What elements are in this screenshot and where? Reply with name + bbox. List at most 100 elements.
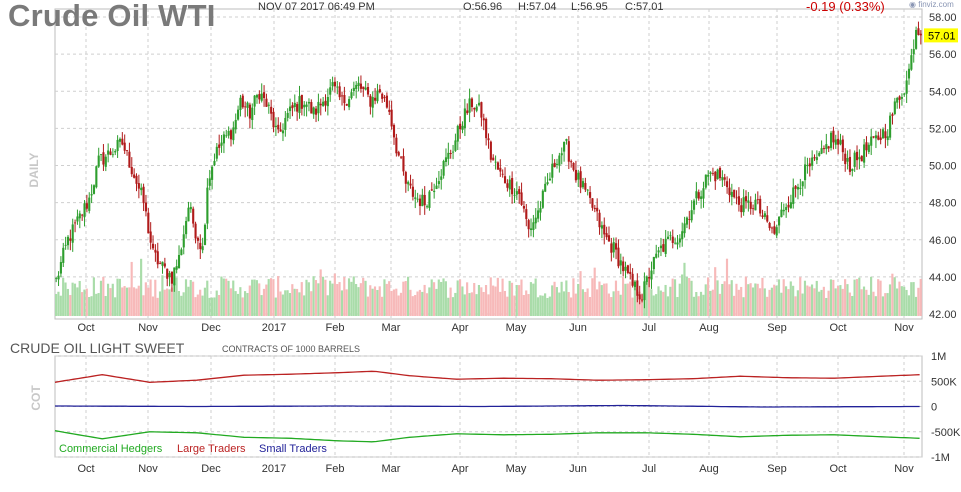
volume-bar — [135, 288, 138, 316]
volume-bar — [525, 290, 528, 316]
candle-body — [759, 198, 762, 214]
candle-body — [855, 151, 859, 161]
volume-bar — [893, 277, 896, 316]
volume-bar — [206, 280, 209, 316]
candle-body — [258, 94, 261, 100]
volume-bar — [803, 280, 807, 316]
candle-body — [881, 129, 885, 139]
candle-body — [591, 198, 594, 208]
volume-bar — [388, 281, 391, 316]
candle-body — [400, 156, 403, 158]
candle-body — [314, 108, 318, 115]
candle-body — [615, 243, 618, 250]
volume-bar — [853, 279, 856, 316]
candle-body — [837, 138, 840, 145]
candle-body — [168, 273, 171, 278]
candle-body — [818, 152, 821, 156]
chart-title: Crude Oil WTI — [8, 0, 216, 33]
candle-body — [541, 190, 544, 208]
cot-x-tick-label: Mar — [382, 463, 401, 475]
volume-bar — [234, 291, 237, 316]
volume-bar — [829, 279, 833, 316]
volume-bar — [118, 278, 121, 316]
candle-body — [251, 107, 254, 121]
volume-bar — [477, 284, 481, 316]
candle-body — [395, 137, 398, 154]
candle-body — [690, 210, 693, 221]
volume-bar — [796, 290, 799, 316]
candle-body — [534, 217, 537, 224]
volume-bar — [794, 296, 797, 316]
candle-body — [473, 107, 476, 110]
candle-body — [121, 138, 124, 145]
x-tick-label: Dec — [201, 322, 221, 334]
volume-bar — [109, 288, 112, 316]
volume-bar — [482, 291, 485, 316]
volume-bar — [709, 290, 712, 316]
candle-body — [655, 253, 658, 258]
candle-body — [870, 136, 873, 146]
candle-body — [600, 225, 603, 229]
candle-body — [744, 196, 748, 202]
candle-body — [688, 219, 691, 220]
candle-body — [664, 238, 667, 254]
volume-bar — [912, 282, 915, 316]
candle-body — [208, 178, 211, 186]
candle-body — [296, 104, 299, 112]
volume-bar — [881, 296, 885, 316]
candle-body — [128, 151, 131, 168]
candle-body — [697, 192, 700, 199]
volume-bar — [423, 284, 426, 316]
volume-bar — [676, 297, 679, 316]
volume-bar — [168, 289, 171, 316]
candle-body — [822, 148, 826, 150]
finviz-logo[interactable]: ◉ finviz.com — [909, 0, 954, 9]
cot-x-tick-label: Aug — [699, 463, 719, 475]
volume-bar — [201, 295, 204, 316]
volume-bar — [373, 286, 377, 316]
candle-body — [558, 155, 561, 166]
volume-bar — [619, 294, 622, 316]
volume-bar — [425, 293, 429, 316]
volume-bar — [121, 287, 124, 316]
candle-body — [437, 181, 440, 185]
candle-body — [284, 117, 287, 130]
volume-bar — [681, 274, 684, 316]
last-price-label: 57.01 — [928, 30, 956, 42]
volume-bar — [758, 288, 762, 316]
volume-bar — [657, 286, 660, 316]
volume-bar — [683, 262, 686, 316]
candle-body — [182, 234, 185, 248]
candle-body — [345, 103, 348, 106]
volume-bar — [321, 276, 325, 316]
candle-body — [466, 110, 469, 114]
volume-bar — [839, 285, 842, 316]
candle-body — [548, 178, 551, 181]
candle-body — [499, 167, 502, 172]
cot-x-tick-label: Dec — [201, 463, 221, 475]
candle-body — [461, 125, 464, 130]
volume-bar — [215, 290, 218, 316]
candle-body — [180, 249, 183, 256]
volume-bar — [229, 288, 232, 316]
volume-bar — [319, 269, 322, 316]
cot-line-small-traders — [55, 404, 920, 408]
candle-body — [858, 157, 861, 160]
candle-body — [863, 144, 866, 163]
volume-bar — [432, 282, 436, 316]
candle-body — [714, 171, 717, 182]
candle-body — [293, 102, 296, 108]
candle-body — [747, 200, 750, 203]
candle-body — [700, 196, 703, 200]
last-price-tag — [924, 28, 958, 43]
candle-body — [203, 224, 207, 245]
open-value: O:56.96 — [463, 1, 503, 13]
candle-body — [237, 109, 240, 120]
candle-body — [723, 177, 726, 180]
volume-bar — [218, 295, 221, 316]
candle-body — [610, 243, 613, 253]
candle-body — [770, 227, 774, 229]
volume-bar — [678, 283, 681, 316]
volume-bar — [390, 290, 393, 316]
candle-body — [506, 183, 509, 188]
